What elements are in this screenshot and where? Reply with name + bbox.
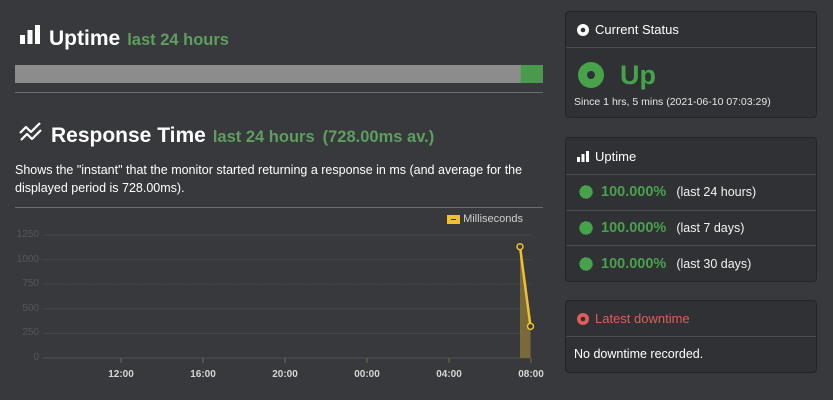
x-tick: 16:00: [190, 369, 216, 380]
x-tick: 04:00: [436, 369, 462, 380]
divider: [15, 92, 543, 93]
latest-downtime-header: Latest downtime: [566, 301, 816, 337]
uptime-period-label: (last 24 hours): [676, 185, 757, 200]
data-point: [526, 322, 535, 331]
uptime-row-30d: 100.000% (last 30 days): [566, 246, 816, 282]
legend-label: Milliseconds: [463, 213, 523, 225]
response-time-title: Response Time: [51, 124, 206, 147]
uptime-bar-up: [520, 65, 543, 83]
response-time-average: (728.00ms av.): [322, 128, 435, 146]
uptime-percent: 100.000%: [601, 184, 667, 201]
chart-plot-area: [43, 234, 535, 363]
y-tick: 750: [22, 278, 39, 290]
y-tick: 1250: [16, 229, 39, 240]
latest-downtime-card: Latest downtime No downtime recorded.: [565, 300, 817, 373]
uptime-period-label: (last 30 days): [676, 256, 752, 271]
current-status-header: Current Status: [566, 12, 816, 48]
uptime-bar-no-data: [15, 65, 520, 83]
status-text: Up: [620, 59, 656, 90]
x-tick: 08:00: [518, 369, 544, 380]
uptime-percent: 100.000%: [601, 255, 667, 272]
response-time-heading: Response Time last 24 hours (728.00ms av…: [19, 120, 434, 148]
bar-chart-icon: [20, 25, 40, 44]
x-tick: 00:00: [354, 369, 380, 380]
certificate-icon: [579, 256, 593, 271]
x-tick: 12:00: [108, 369, 134, 380]
certificate-icon: [579, 185, 593, 200]
divider: [15, 207, 543, 208]
uptime-title: Uptime: [49, 27, 121, 50]
current-status-title: Current Status: [595, 22, 679, 37]
uptime-heading: Uptime last 24 hours: [19, 24, 229, 51]
current-status-card: Current Status Up Since 1 hrs, 5 mins (2…: [565, 11, 817, 118]
latest-downtime-message: No downtime recorded.: [574, 347, 704, 361]
response-time-description: Shows the "instant" that the monitor sta…: [15, 163, 523, 195]
data-point: [516, 242, 524, 251]
uptime-card-title: Uptime: [595, 148, 637, 164]
uptime-row-24h: 100.000% (last 24 hours): [566, 175, 816, 211]
status-since: Since 1 hrs, 5 mins (2021-06-10 07:03:29…: [574, 96, 771, 108]
y-tick: 0: [33, 352, 39, 363]
uptime-card: Uptime 100.000% (last 24 hours) 100.000%…: [565, 137, 817, 282]
bar-chart-icon: [577, 150, 589, 162]
status-up-icon: [578, 62, 604, 88]
uptime-period: last 24 hours: [127, 31, 229, 49]
uptime-row-7d: 100.000% (last 7 days): [566, 211, 816, 246]
y-tick: 500: [22, 302, 39, 314]
certificate-icon: [579, 220, 593, 235]
uptime-period-label: (last 7 days): [676, 220, 745, 235]
y-tick: 1000: [16, 253, 39, 265]
dot-circle-icon: [577, 312, 589, 325]
uptime-percent: 100.000%: [601, 219, 667, 236]
legend-swatch-icon: [447, 214, 461, 224]
y-tick: 250: [22, 327, 39, 339]
response-time-period: last 24 hours: [212, 128, 315, 146]
chart-legend[interactable]: Milliseconds: [447, 213, 523, 225]
uptime-bar: [15, 65, 543, 83]
latest-downtime-title: Latest downtime: [595, 311, 690, 326]
uptime-card-header: Uptime: [566, 138, 816, 175]
response-time-chart[interactable]: Milliseconds 12: [15, 210, 544, 385]
line-chart-icon: [19, 122, 42, 141]
x-tick: 20:00: [272, 369, 298, 380]
dot-circle-icon: [577, 23, 589, 36]
